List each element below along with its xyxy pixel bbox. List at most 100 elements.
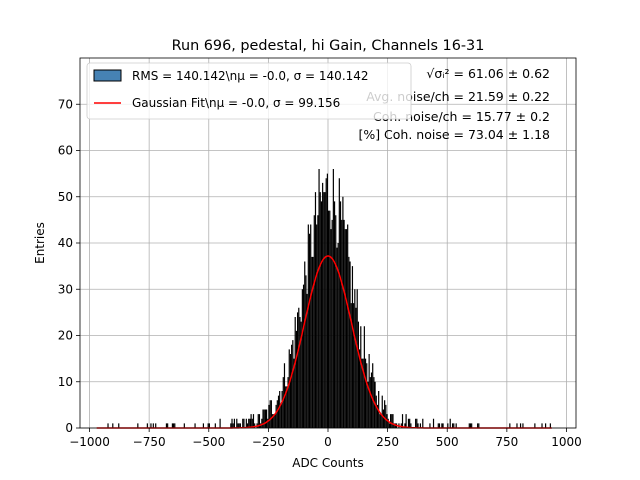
histogram-bar <box>288 349 290 428</box>
histogram-bar <box>468 423 470 428</box>
histogram-bar <box>432 418 435 428</box>
histogram-bar <box>405 414 407 428</box>
histogram-bar <box>391 414 393 428</box>
histogram-bar <box>336 247 338 428</box>
histogram-bar <box>310 224 312 428</box>
histogram-bar <box>382 409 385 428</box>
histogram-bar <box>137 423 139 428</box>
histogram-bar <box>442 423 444 428</box>
histogram-bar <box>243 418 245 428</box>
histogram-bar <box>276 400 278 428</box>
histogram-bar <box>249 418 251 428</box>
histogram-bar <box>316 224 318 428</box>
annotation-coh-noise: Coh. noise/ch = 15.77 ± 0.2 <box>373 109 550 124</box>
histogram-bar <box>344 229 346 428</box>
histogram-bar <box>328 210 330 428</box>
chart-title: Run 696, pedestal, hi Gain, Channels 16-… <box>172 38 485 54</box>
histogram-bar <box>390 414 392 428</box>
legend-box <box>86 62 412 120</box>
y-tick-label: 0 <box>65 421 73 435</box>
histogram-bar <box>297 312 299 428</box>
histogram-bar <box>266 409 268 428</box>
histogram-bar <box>305 275 307 428</box>
histogram-bar <box>471 423 473 428</box>
histogram-bar <box>369 377 371 428</box>
x-tick-label: 250 <box>376 435 399 449</box>
histogram-bar <box>289 354 292 428</box>
y-axis-label: Entries <box>33 222 47 264</box>
histogram-bar <box>318 169 320 428</box>
histogram-bar <box>355 307 357 428</box>
histogram-bar <box>165 423 168 428</box>
x-tick-label: −1000 <box>69 435 110 449</box>
legend-histogram-swatch <box>93 69 122 82</box>
histogram-bar <box>416 418 418 428</box>
histogram-bar <box>339 201 342 428</box>
histogram-bar <box>337 243 339 428</box>
histogram-bar <box>370 372 373 428</box>
histogram-bar <box>183 423 185 428</box>
histogram-bar <box>348 256 350 428</box>
histogram-bar <box>291 344 293 428</box>
histogram-bar <box>150 423 152 428</box>
histogram-bar <box>380 414 382 428</box>
histogram-bar <box>379 414 381 428</box>
histogram-bar <box>230 423 232 428</box>
x-tick-label: 0 <box>324 435 332 449</box>
histogram-bar <box>294 317 296 428</box>
histogram-bar <box>236 418 238 428</box>
histogram-bar <box>273 414 275 428</box>
x-axis-ticks: −1000 −750 −500 −250 0 250 500 750 1000 <box>69 428 582 449</box>
y-tick-label: 60 <box>58 144 73 158</box>
histogram-bar <box>306 293 308 428</box>
y-tick-label: 50 <box>58 190 73 204</box>
histogram-bar <box>549 423 551 428</box>
x-tick-label: −250 <box>252 435 285 449</box>
histogram-bar <box>324 192 326 428</box>
histogram-bar <box>280 404 282 428</box>
histogram-bar <box>392 414 394 428</box>
histogram-bar <box>331 219 333 428</box>
histogram-bar <box>257 414 259 428</box>
histogram-bar <box>534 423 536 428</box>
histogram-bar <box>323 192 325 428</box>
histogram-bar <box>330 229 332 428</box>
histogram-bar <box>372 363 374 428</box>
histogram-bar <box>317 215 319 428</box>
histogram-bar <box>233 418 235 428</box>
histogram-bar <box>541 423 543 428</box>
histogram-bar <box>351 266 354 428</box>
histogram-bar <box>367 381 369 428</box>
histogram-bar <box>307 224 309 428</box>
histogram-bar <box>325 178 327 428</box>
histogram-bar <box>447 423 449 428</box>
histogram-bar <box>281 391 283 428</box>
histogram-bar <box>118 423 120 428</box>
histogram-bar <box>248 418 250 428</box>
histogram-bar <box>477 423 479 428</box>
histogram-bar <box>359 349 361 428</box>
histogram-bar <box>152 423 154 428</box>
annotation-avg-noise: Avg. noise/ch = 21.59 ± 0.22 <box>366 89 550 104</box>
histogram-bar <box>326 173 328 428</box>
y-tick-label: 30 <box>58 282 73 296</box>
histogram-bar <box>469 423 472 428</box>
histogram-bar <box>264 409 266 428</box>
histogram-bar <box>312 256 314 428</box>
histogram-bar <box>314 192 317 428</box>
histogram-bar <box>269 400 271 428</box>
histogram-bar <box>202 423 204 428</box>
histogram-bar <box>174 423 176 428</box>
x-tick-label: 500 <box>436 435 459 449</box>
histogram-bar <box>295 330 297 428</box>
histogram-bar <box>107 423 109 428</box>
histogram-bar <box>146 423 148 428</box>
histogram-bar <box>345 229 348 428</box>
x-tick-label: −750 <box>133 435 166 449</box>
histogram-bar <box>275 404 277 428</box>
histogram-bar <box>353 303 355 428</box>
stats-annotation: √σᵢ² = 61.06 ± 0.62 Avg. noise/ch = 21.5… <box>358 66 550 142</box>
histogram-bar <box>171 423 173 428</box>
histogram-bar <box>208 423 210 428</box>
